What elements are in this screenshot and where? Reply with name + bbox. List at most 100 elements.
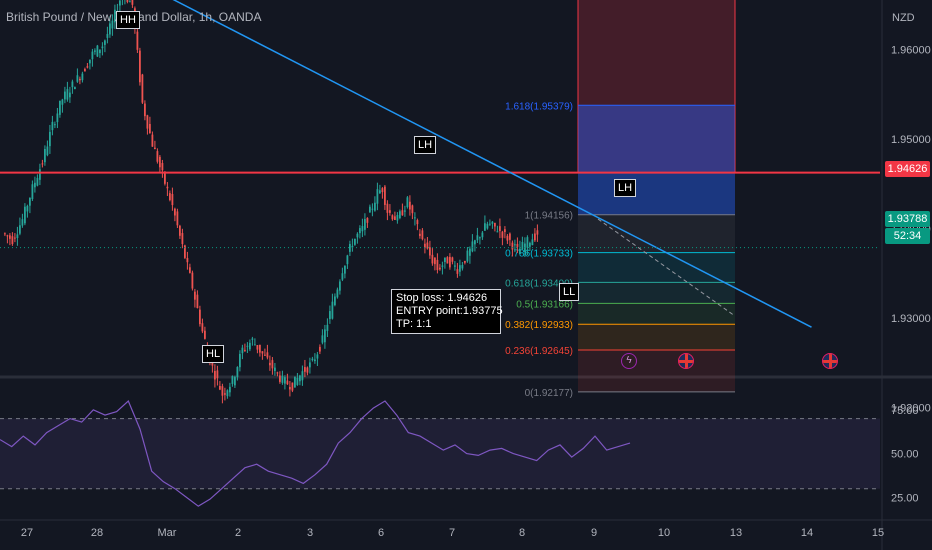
candle-body (441, 265, 444, 267)
candle (196, 290, 199, 309)
take-profit-text: TP: 1:1 (396, 318, 432, 330)
candle (461, 261, 464, 271)
uk-flag-icon[interactable] (678, 353, 694, 369)
candle-body (89, 59, 91, 64)
candle-body (301, 371, 304, 381)
candle (216, 365, 219, 386)
candle (351, 238, 354, 252)
candle (59, 100, 61, 118)
candle (154, 140, 156, 150)
candle-body (176, 211, 179, 226)
candle-body (191, 272, 194, 289)
target-zone (578, 105, 735, 215)
candle-body (299, 375, 301, 382)
candle (271, 357, 274, 375)
candle-body (24, 206, 26, 224)
rsi-tick-label: 25.00 (891, 492, 919, 504)
candle (419, 229, 421, 239)
candle-body (126, 0, 129, 2)
candle-body (196, 294, 199, 309)
candle (416, 218, 419, 231)
candle (294, 376, 296, 388)
candle (359, 225, 361, 239)
candle (446, 256, 449, 264)
candle-body (456, 269, 459, 274)
candle (246, 342, 249, 354)
candle (341, 267, 344, 282)
candle (156, 148, 159, 164)
candle-body (529, 242, 531, 247)
candle (531, 233, 534, 246)
candle (496, 225, 499, 233)
candle (534, 228, 536, 242)
candle-body (329, 311, 331, 320)
candle (529, 241, 531, 251)
candle-body (421, 230, 424, 240)
candle (39, 163, 41, 186)
candle-body (64, 91, 66, 100)
candle-body (261, 351, 264, 354)
candle (279, 371, 281, 384)
time-tick-label: 3 (307, 527, 313, 539)
candle (326, 318, 329, 338)
candle (301, 365, 304, 386)
candle (491, 221, 494, 229)
candle (31, 180, 34, 201)
candle-body (226, 390, 229, 397)
candle-body (451, 257, 454, 262)
candle-body (494, 222, 496, 227)
candle (266, 344, 269, 360)
higher-high-label: HH (116, 11, 140, 29)
candle-body (51, 121, 54, 131)
candle-body (356, 233, 359, 238)
candle-body (469, 248, 471, 256)
candle (536, 224, 539, 242)
candle (46, 140, 49, 157)
candle-body (414, 217, 416, 219)
candle-body (141, 74, 144, 103)
candle-body (114, 9, 116, 23)
candle-body (171, 193, 174, 206)
candle-body (464, 260, 466, 263)
candle (99, 49, 101, 58)
candle-body (396, 214, 399, 221)
candle (394, 211, 396, 221)
candle-body (504, 229, 506, 232)
candle (169, 190, 171, 202)
candle-body (144, 103, 146, 117)
candle-body (429, 247, 431, 256)
candle-body (281, 375, 284, 383)
candle (149, 116, 151, 134)
candle-body (139, 50, 141, 83)
candle-body (271, 360, 274, 369)
candle (429, 240, 431, 259)
candle-body (511, 242, 514, 250)
candle-body (501, 231, 504, 238)
candles (4, 0, 539, 404)
candle (239, 350, 241, 372)
candle (511, 240, 514, 257)
candle (34, 176, 36, 193)
candle (366, 217, 369, 228)
candle-body (484, 223, 486, 231)
candle (369, 204, 371, 213)
candle-body (309, 362, 311, 368)
candle (424, 238, 426, 254)
fib-band (578, 303, 735, 325)
time-tick-label: Mar (158, 527, 177, 539)
candle (174, 207, 176, 222)
position-zone (577, 0, 736, 215)
candle (159, 154, 161, 173)
candle-body (439, 267, 441, 270)
stop-loss-text: Stop loss: 1.94626 (396, 292, 488, 304)
lightning-icon[interactable]: ϟ (621, 353, 637, 369)
candle-body (14, 237, 16, 239)
candle-body (344, 265, 346, 274)
candle-body (291, 382, 294, 391)
candle-body (349, 243, 351, 252)
uk-flag-icon-2[interactable] (822, 353, 838, 369)
candle-body (194, 291, 196, 300)
candle-body (304, 367, 306, 372)
candle (519, 240, 521, 255)
